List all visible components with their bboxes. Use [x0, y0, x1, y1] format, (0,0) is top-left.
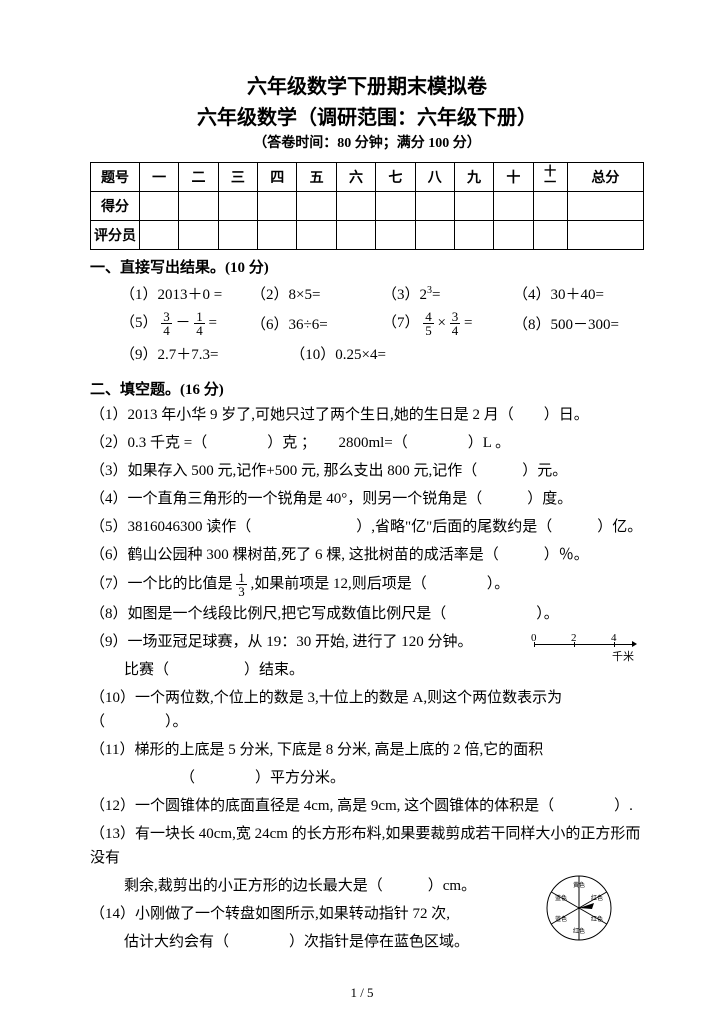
score-col: 五 — [297, 163, 336, 192]
score-col: 八 — [415, 163, 454, 192]
svg-text:红色: 红色 — [573, 927, 585, 935]
ruler-mark: 2 — [571, 632, 577, 644]
page-number: 1 / 5 — [0, 985, 724, 1001]
score-col: 七 — [376, 163, 415, 192]
q-2-10: （10）一个两位数,个位上的数是 3,十位上的数是 A,则这个两位数表示为（ ）… — [90, 686, 644, 734]
score-col: 二 — [179, 163, 218, 192]
q-2-13a: （13）有一块长 40cm,宽 24cm 的长方形布料,如果要裁剪成若干同样大小… — [90, 822, 644, 870]
svg-text:蓝色: 蓝色 — [555, 894, 567, 902]
svg-text:红色: 红色 — [591, 915, 603, 923]
svg-text:红色: 红色 — [591, 894, 603, 902]
score-col: 四 — [258, 163, 297, 192]
q-2-7: （7）一个比的比值是 13 ,如果前项是 12,则后项是（ ）。 — [90, 571, 644, 598]
score-col-total: 总分 — [567, 163, 643, 192]
ruler-mark: 4 — [611, 632, 617, 644]
q-1-6: （6）36÷6= — [251, 313, 382, 334]
q-1-1: （1）2013＋0 = — [120, 283, 251, 304]
ruler-unit: 千米 — [612, 648, 634, 664]
q-2-5: （5）3816046300 读作（ ）,省略"亿"后面的尾数约是（ ）亿。 — [90, 515, 644, 539]
q-2-12: （12）一个圆锥体的底面直径是 4cm, 高是 9cm, 这个圆锥体的体积是（ … — [90, 794, 644, 818]
q-2-8: （8）如图是一个线段比例尺,把它写成数值比例尺是（ ）。 — [90, 602, 644, 626]
calc-row-2: （5） 34 － 14 = （6）36÷6= （7） 45 × 34 = （8）… — [120, 310, 644, 337]
arrow-icon — [632, 641, 637, 647]
score-col-eleven: 十一 — [533, 163, 567, 192]
score-col: 十 — [494, 163, 533, 192]
score-col: 三 — [218, 163, 257, 192]
score-col: 六 — [336, 163, 375, 192]
q-1-4: （4）30＋40= — [513, 283, 644, 304]
exam-page: 六年级数学下册期末模拟卷 六年级数学（调研范围：六年级下册） （答卷时间：80 … — [0, 0, 724, 1023]
spinner-figure: 黄色 红色 红色 红色 蓝色 蓝色 — [544, 873, 614, 943]
score-col: 九 — [454, 163, 493, 192]
score-points-row: 得分 — [91, 192, 644, 221]
section-1-heading: 一、直接写出结果。(10 分) — [90, 256, 644, 277]
q-1-9: （9）2.7＋7.3= — [120, 343, 290, 364]
q-2-11a: （11）梯形的上底是 5 分米, 下底是 8 分米, 高是上底的 2 倍,它的面… — [90, 738, 644, 762]
score-grader-row: 评分员 — [91, 221, 644, 250]
title-line-1: 六年级数学下册期末模拟卷 — [90, 70, 644, 99]
score-row-label: 得分 — [91, 192, 140, 221]
calc-row-3: （9）2.7＋7.3= （10）0.25×4= — [120, 343, 644, 364]
q-2-6: （6）鹤山公园种 300 棵树苗,死了 6 棵, 这批树苗的成活率是（ ）％。 — [90, 543, 644, 567]
svg-text:蓝色: 蓝色 — [555, 915, 567, 923]
q-2-1: （1）2013 年小华 9 岁了,可她只过了两个生日,她的生日是 2 月（ ）日… — [90, 403, 644, 427]
calc-row-1: （1）2013＋0 = （2）8×5= （3）23= （4）30＋40= — [120, 283, 644, 304]
q-2-4: （4）一个直角三角形的一个锐角是 40°，则另一个锐角是（ ）度。 — [90, 487, 644, 511]
q-1-5: （5） 34 － 14 = — [120, 310, 251, 337]
q-1-7: （7） 45 × 34 = — [382, 310, 513, 337]
score-row-label: 题号 — [91, 163, 140, 192]
q-1-8: （8）500－300= — [513, 313, 644, 334]
q-2-3: （3）如果存入 500 元,记作+500 元, 那么支出 800 元,记作（ ）… — [90, 459, 644, 483]
score-table: 题号 一 二 三 四 五 六 七 八 九 十 十一 总分 得分 评分员 — [90, 162, 644, 250]
q-1-10: （10）0.25×4= — [290, 343, 644, 364]
section-2-heading: 二、填空题。(16 分) — [90, 378, 644, 399]
q-2-11b: （ ）平方分米。 — [180, 766, 644, 790]
score-row-label: 评分员 — [91, 221, 140, 250]
title-line-2: 六年级数学（调研范围：六年级下册） — [90, 101, 644, 130]
svg-text:黄色: 黄色 — [573, 881, 585, 889]
q-1-3: （3）23= — [382, 283, 513, 304]
score-header-row: 题号 一 二 三 四 五 六 七 八 九 十 十一 总分 — [91, 163, 644, 192]
q-1-2: （2）8×5= — [251, 283, 382, 304]
q-2-2: （2）0.3 千克 =（ ）克 ； 2800ml=（ ）L 。 — [90, 431, 644, 455]
score-col: 一 — [140, 163, 179, 192]
scale-ruler-figure: 0 2 4 千米 — [524, 632, 634, 662]
ruler-mark: 0 — [531, 632, 537, 644]
subtitle: （答卷时间：80 分钟；满分 100 分） — [90, 132, 644, 152]
